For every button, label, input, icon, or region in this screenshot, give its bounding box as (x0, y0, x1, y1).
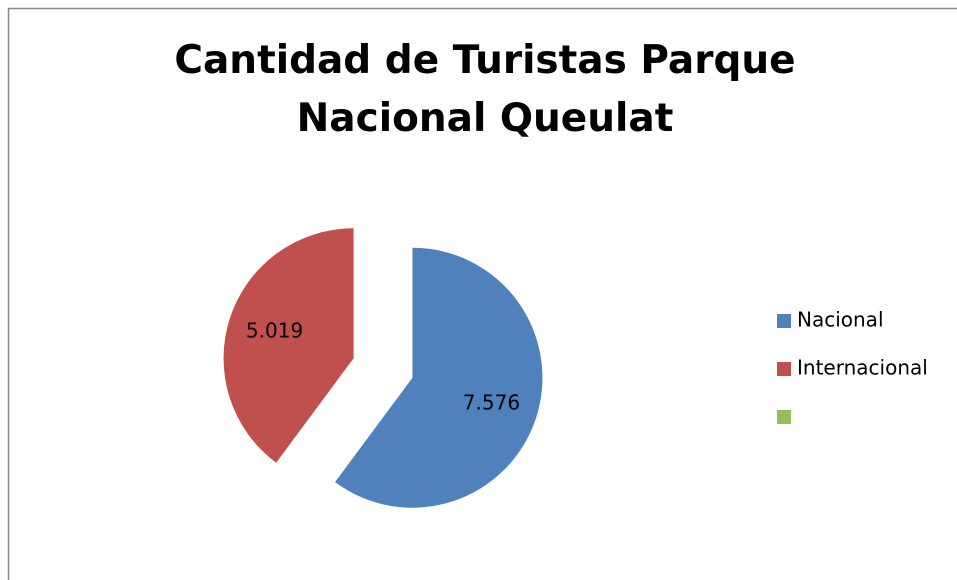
pie-slice (335, 247, 543, 508)
legend-swatch (777, 314, 791, 328)
data-label: 5.019 (246, 319, 303, 343)
legend-label: Nacional (797, 308, 884, 332)
chart-title: Cantidad de Turistas Parque Nacional Queu… (174, 38, 795, 141)
legend-swatch (777, 362, 791, 376)
pie-slice (223, 228, 354, 463)
legend-swatch (777, 410, 791, 424)
data-label: 7.576 (463, 390, 520, 414)
legend-label: Internacional (797, 356, 928, 380)
